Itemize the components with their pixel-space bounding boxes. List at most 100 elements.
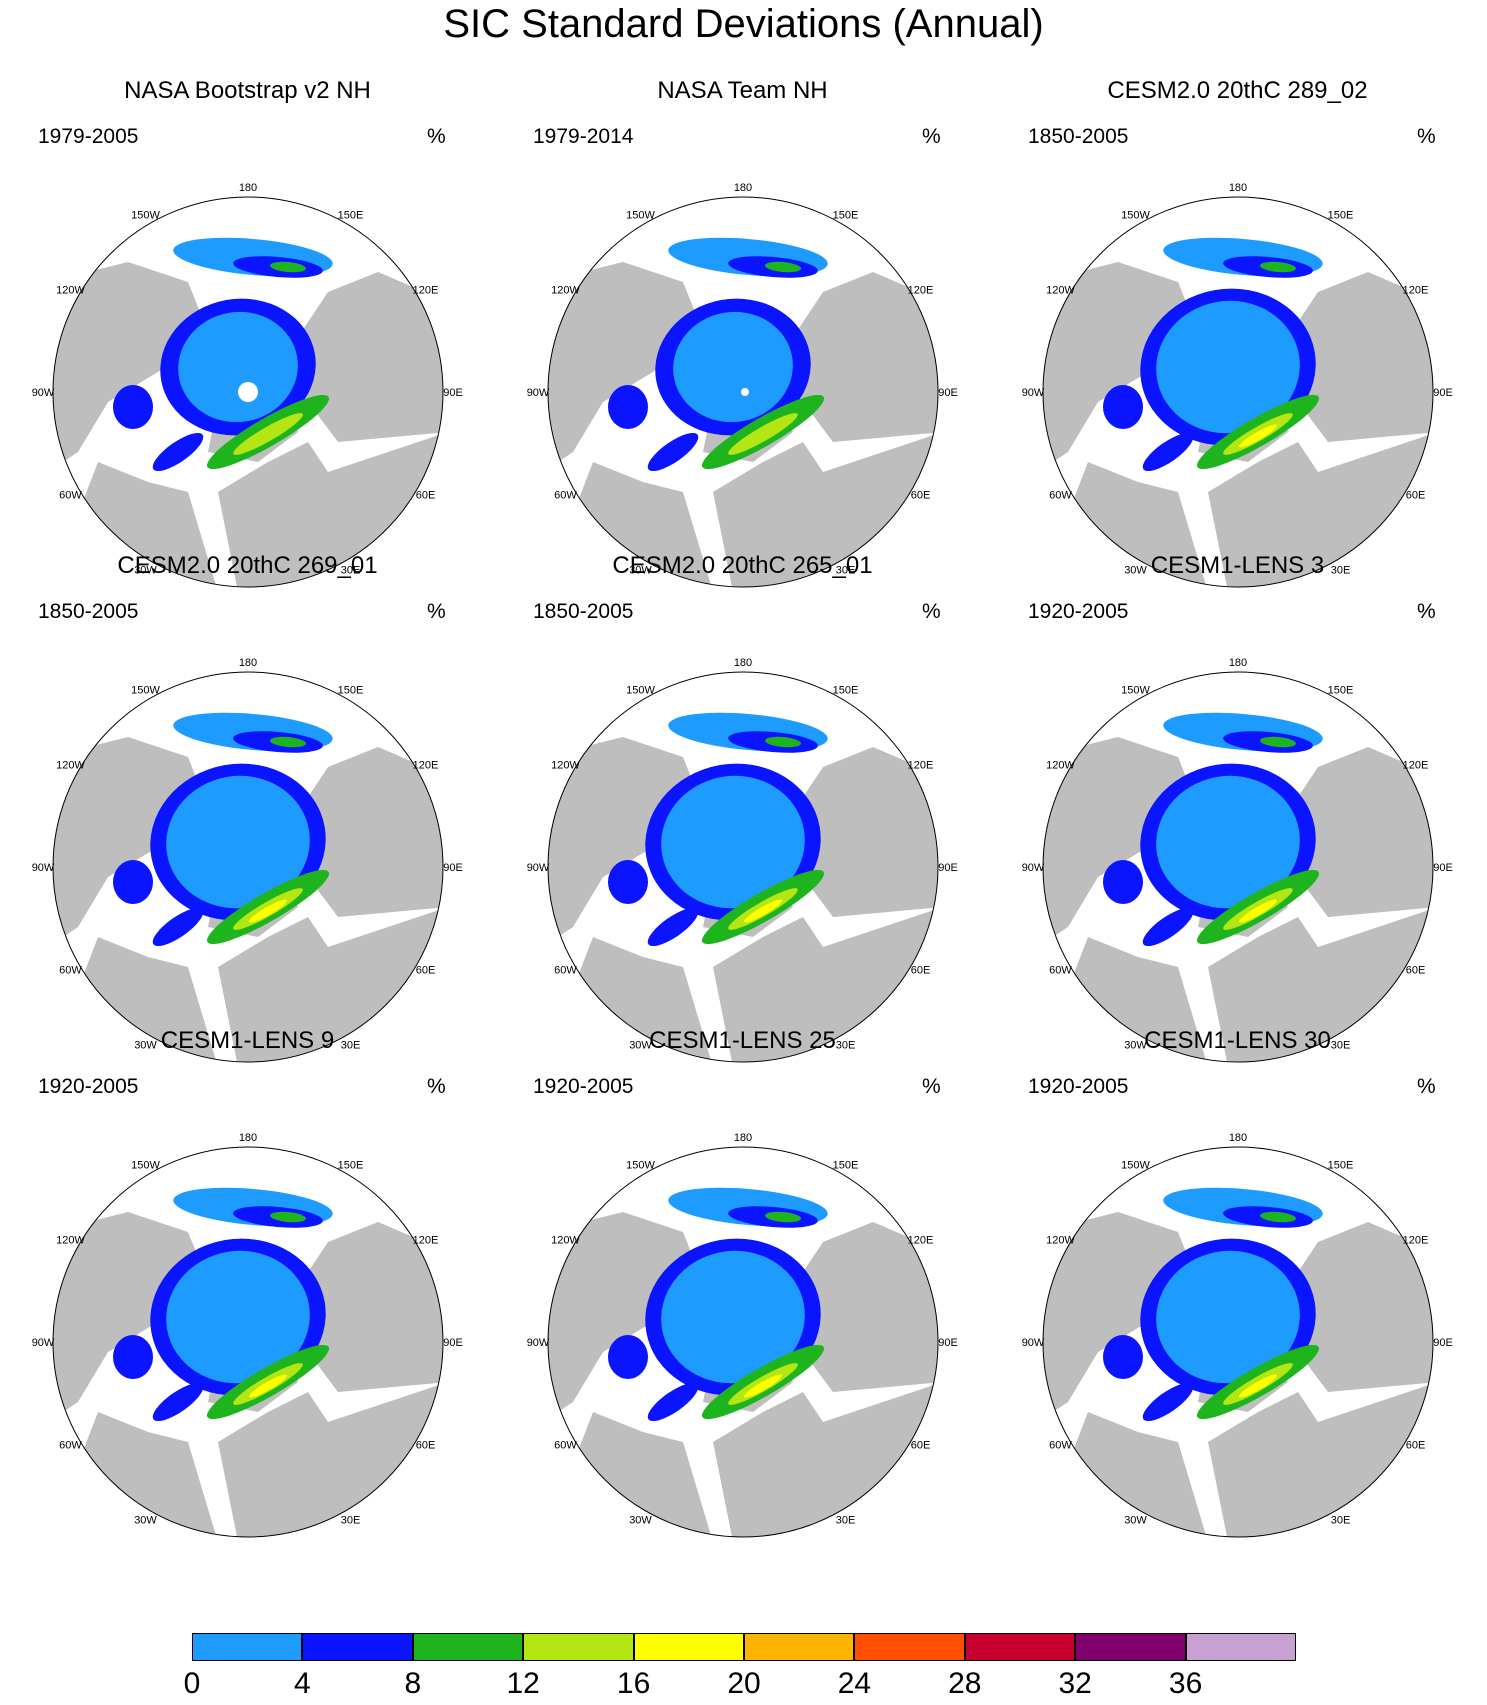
sic-region — [765, 736, 801, 748]
longitude-label: 120E — [413, 1235, 439, 1247]
longitude-label: 30W — [134, 1040, 157, 1052]
longitude-label: 30E — [341, 1515, 361, 1527]
panel-title: CESM1-LENS 30 — [1144, 1027, 1331, 1054]
sic-region — [1142, 1382, 1194, 1422]
sic-region — [608, 385, 648, 429]
sic-region — [647, 1382, 699, 1422]
longitude-label: 60W — [59, 490, 82, 502]
sic-region — [248, 1374, 288, 1398]
panel-title: CESM2.0 20thC 289_02 — [1107, 77, 1368, 104]
panel-unit: % — [1417, 600, 1436, 623]
longitude-label: 150E — [833, 684, 859, 696]
polar-map: 180150E120E90E60E30E030W60W90W120W150W — [32, 1132, 463, 1538]
panel-unit: % — [1417, 1075, 1436, 1098]
map-panel: CESM2.0 20thC 289_02 1850-2005% 180 150E 120… — [990, 75, 1485, 590]
colorbar-segment — [1075, 1633, 1186, 1661]
north-america-land — [548, 1212, 703, 1422]
sic-region — [270, 261, 306, 273]
longitude-label: 90E — [938, 387, 958, 399]
panel-title: CESM1-LENS 25 — [649, 1027, 836, 1054]
longitude-label: 120W — [56, 760, 85, 772]
sic-region — [152, 907, 204, 947]
longitude-label: 60E — [1406, 490, 1426, 502]
colorbar-segment — [744, 1633, 855, 1661]
longitude-label: 180 — [734, 1132, 752, 1144]
longitude-label: 120E — [908, 285, 934, 297]
sic-region — [113, 1335, 153, 1379]
longitude-label: 90E — [443, 387, 463, 399]
sic-region — [743, 1374, 783, 1398]
north-america-land — [548, 262, 703, 472]
longitude-label: 60E — [416, 1440, 436, 1452]
longitude-label: 60E — [1406, 1440, 1426, 1452]
longitude-label: 90E — [443, 862, 463, 874]
longitude-label: 150W — [626, 209, 655, 221]
polar-map: 180150E120E90E60E30E030W60W90W120W150W — [527, 657, 958, 1063]
longitude-label: 150W — [131, 1159, 160, 1171]
longitude-label: 150E — [338, 209, 364, 221]
longitude-label: 90W — [527, 387, 550, 399]
longitude-label: 120E — [413, 285, 439, 297]
longitude-label: 150E — [338, 1159, 364, 1171]
panel-period: 1920-2005 — [38, 1075, 139, 1098]
longitude-label: 150E — [833, 209, 859, 221]
polar-map: 180150E120E90E60E30E030W60W90W120W150W — [1022, 1132, 1453, 1538]
longitude-label: 120E — [413, 760, 439, 772]
map-panel: CESM2.0 20thC 265_01 1850-2005% 180 150E 120… — [495, 550, 990, 1065]
sic-region — [608, 860, 648, 904]
longitude-label: 60W — [554, 1440, 577, 1452]
panel-unit: % — [1417, 125, 1436, 148]
north-america-land — [548, 737, 703, 947]
sic-region — [113, 860, 153, 904]
pole-hole — [741, 388, 749, 396]
sic-region — [661, 775, 805, 909]
sic-region — [1142, 907, 1194, 947]
longitude-label: 150W — [1121, 1159, 1150, 1171]
longitude-label: 30E — [836, 1515, 856, 1527]
longitude-label: 180 — [239, 182, 257, 194]
longitude-label: 180 — [1229, 657, 1247, 669]
longitude-label: 120E — [908, 760, 934, 772]
colorbar-segment — [192, 1633, 303, 1661]
panel-period: 1850-2005 — [38, 600, 139, 623]
map-boundary — [547, 196, 939, 588]
map-panel: NASA Team NH 1979-2014% 180 150E 120E 90E 60E 3… — [495, 75, 990, 590]
colorbar-segment — [633, 1633, 744, 1661]
map-boundary — [52, 1146, 444, 1538]
longitude-label: 120W — [56, 285, 85, 297]
sic-region — [1238, 899, 1278, 923]
map-panel: CESM1-LENS 9 1920-2005% 180 150E 120E 90E 60E 3… — [0, 1025, 495, 1540]
longitude-label: 150W — [626, 1159, 655, 1171]
sic-region — [1142, 432, 1194, 472]
longitude-label: 60E — [1406, 965, 1426, 977]
colorbar-tick-label: 28 — [948, 1667, 982, 1700]
longitude-label: 150E — [833, 1159, 859, 1171]
sic-region — [1103, 1335, 1143, 1379]
sic-region — [152, 432, 204, 472]
longitude-label: 60E — [911, 490, 931, 502]
panel-unit: % — [922, 600, 941, 623]
sic-region — [1156, 1250, 1300, 1384]
sic-region — [765, 1211, 801, 1223]
longitude-label: 90E — [1433, 1337, 1453, 1349]
longitude-label: 180 — [1229, 1132, 1247, 1144]
north-america-land — [53, 737, 208, 947]
panel-unit: % — [427, 600, 446, 623]
sic-region — [608, 1335, 648, 1379]
colorbar-segment — [302, 1633, 413, 1661]
sic-region — [178, 311, 298, 423]
sic-region — [1156, 300, 1300, 434]
colorbar-segment — [854, 1633, 965, 1661]
sic-region — [728, 413, 798, 455]
sic-region — [661, 1250, 805, 1384]
sic-region — [166, 1250, 310, 1384]
sic-region — [233, 413, 303, 455]
sic-region — [743, 899, 783, 923]
panel-unit: % — [922, 1075, 941, 1098]
longitude-label: 90W — [32, 1337, 55, 1349]
longitude-label: 180 — [734, 182, 752, 194]
sic-region — [1238, 1374, 1278, 1398]
longitude-label: 30E — [341, 1040, 361, 1052]
longitude-label: 120E — [908, 1235, 934, 1247]
colorbar-segment — [523, 1633, 634, 1661]
